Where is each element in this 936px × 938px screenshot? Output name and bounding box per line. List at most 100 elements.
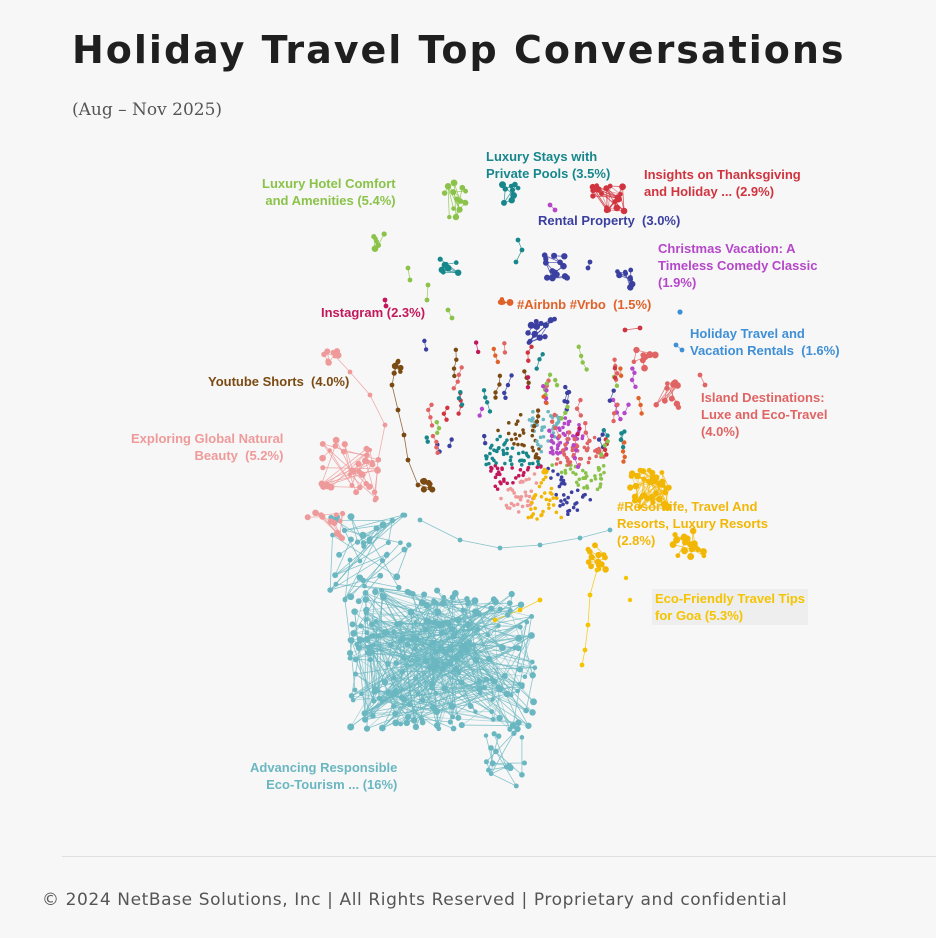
node <box>415 482 421 488</box>
node <box>572 455 578 461</box>
node <box>369 621 375 628</box>
edge <box>435 651 523 686</box>
node <box>670 380 678 388</box>
node <box>515 419 520 424</box>
node <box>413 620 418 625</box>
node <box>375 457 381 463</box>
node <box>429 423 435 428</box>
node <box>660 500 668 508</box>
edge <box>622 186 625 212</box>
node <box>604 452 609 457</box>
node <box>565 459 570 463</box>
node <box>594 454 598 459</box>
edge <box>524 661 533 677</box>
node <box>631 359 637 365</box>
node <box>479 406 485 412</box>
node <box>680 533 688 541</box>
edge <box>350 516 358 543</box>
node <box>456 411 461 416</box>
node <box>506 600 513 606</box>
node <box>691 543 698 551</box>
node <box>628 280 636 288</box>
node <box>375 633 381 639</box>
node <box>382 422 388 428</box>
node <box>554 510 559 515</box>
node <box>342 597 348 603</box>
node <box>430 656 436 662</box>
node <box>554 462 559 466</box>
node <box>473 340 479 345</box>
node <box>441 411 447 416</box>
node <box>512 441 516 446</box>
node <box>350 697 356 703</box>
node <box>446 645 454 653</box>
edge <box>344 549 405 600</box>
cluster-label-instagram: Instagram (2.3%) <box>321 305 426 320</box>
node <box>503 395 508 400</box>
edge <box>410 612 426 630</box>
node <box>369 633 374 639</box>
node <box>352 656 359 663</box>
node <box>319 454 326 462</box>
node <box>701 553 707 559</box>
node <box>422 338 427 344</box>
node <box>524 619 530 625</box>
node <box>409 591 416 597</box>
node <box>537 542 543 548</box>
node <box>398 694 405 701</box>
node <box>395 407 401 413</box>
node <box>347 723 355 731</box>
edge <box>406 636 414 723</box>
node <box>601 428 607 433</box>
node <box>327 448 333 453</box>
node <box>451 366 457 371</box>
node <box>381 629 389 637</box>
node <box>532 472 537 476</box>
node <box>459 402 465 407</box>
node <box>550 449 555 453</box>
node <box>522 369 527 374</box>
node <box>513 783 519 789</box>
node <box>360 540 367 546</box>
node <box>613 204 621 212</box>
node <box>458 722 465 729</box>
node <box>360 577 367 584</box>
edge <box>329 535 333 591</box>
node <box>444 264 452 272</box>
edge <box>490 733 515 774</box>
node <box>580 360 585 365</box>
node <box>700 548 707 555</box>
node <box>535 408 541 413</box>
node <box>367 656 374 663</box>
node <box>513 432 517 437</box>
node <box>544 388 549 393</box>
node <box>391 370 397 376</box>
node <box>436 622 441 628</box>
node <box>567 508 572 513</box>
node <box>410 634 416 640</box>
node <box>530 445 535 450</box>
node <box>547 506 551 510</box>
node <box>592 542 598 549</box>
node <box>594 567 600 573</box>
edge <box>447 186 460 210</box>
node <box>533 318 539 324</box>
node <box>628 470 636 477</box>
node <box>505 446 510 451</box>
node <box>619 431 624 436</box>
node <box>347 593 355 601</box>
node <box>465 601 471 607</box>
node <box>517 473 521 478</box>
node <box>559 475 564 479</box>
node <box>505 438 509 442</box>
node <box>327 518 335 525</box>
node <box>561 502 565 507</box>
node <box>372 588 379 596</box>
node <box>592 435 597 440</box>
node <box>534 419 540 424</box>
node <box>508 590 515 598</box>
node <box>593 474 597 478</box>
node <box>569 490 574 494</box>
node <box>525 375 531 380</box>
node <box>514 495 518 499</box>
